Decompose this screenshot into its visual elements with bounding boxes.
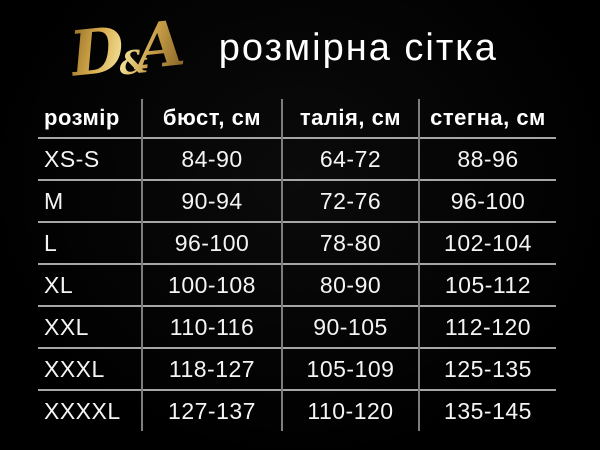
measurement-cell: 100-108 [141,264,282,306]
brand-logo-letter-a: A [132,5,189,84]
table-row: XS-S 84-90 64-72 88-96 [38,138,556,180]
brand-logo: D&A [67,12,188,86]
page-header: D&A розмірна сітка [0,0,600,97]
column-header-hips: стегна, см [418,99,556,138]
measurement-cell: 112-120 [418,306,556,348]
measurement-cell: 90-105 [281,306,419,348]
measurement-cell: 80-90 [281,264,419,306]
measurement-cell: 125-135 [418,348,556,390]
size-label-cell: XXXXL [44,397,121,424]
measurement-cell: 105-112 [418,264,556,306]
column-header-bust: бюст, см [141,99,282,138]
table-row: M 90-94 72-76 96-100 [38,180,556,222]
size-label-cell: XXL [44,313,89,340]
table-row: XXXXL 127-137 110-120 135-145 [38,390,556,431]
measurement-cell: 90-94 [141,180,282,222]
measurement-cell: 135-145 [418,390,556,431]
measurement-cell: 127-137 [141,390,282,431]
page-title: розмірна сітка [218,27,498,69]
measurement-cell: 78-80 [281,222,419,264]
measurement-cell: 102-104 [418,222,556,264]
measurement-cell: 64-72 [281,138,419,180]
measurement-cell: 105-109 [281,348,419,390]
measurement-cell: 72-76 [281,180,419,222]
measurement-cell: 96-100 [141,222,282,264]
size-label-cell: XL [44,271,74,298]
header-row: розмір бюст, см талія, см стегна, см [38,99,556,138]
table-row: XXXL 118-127 105-109 125-135 [38,348,556,390]
table-row: L 96-100 78-80 102-104 [38,222,556,264]
measurement-cell: 88-96 [418,138,556,180]
size-label-cell: XS-S [44,145,100,172]
size-label-cell: M [44,187,64,214]
size-label-cell: L [44,229,58,256]
measurement-cell: 110-120 [281,390,419,431]
measurement-cell: 96-100 [418,180,556,222]
column-header-size: розмір [44,105,120,130]
measurement-cell: 110-116 [141,306,282,348]
measurement-cell: 84-90 [141,138,282,180]
size-chart-table: розмір бюст, см талія, см стегна, см XS-… [38,99,556,431]
size-label-cell: XXXL [44,355,105,382]
measurement-cell: 118-127 [141,348,282,390]
table-row: XL 100-108 80-90 105-112 [38,264,556,306]
size-table-body: XS-S 84-90 64-72 88-96 M 90-94 72-76 96-100 L 96-… [38,138,556,431]
table-row: XXL 110-116 90-105 112-120 [38,306,556,348]
column-header-waist: талія, см [281,99,419,138]
size-table-header: розмір бюст, см талія, см стегна, см [38,99,556,138]
